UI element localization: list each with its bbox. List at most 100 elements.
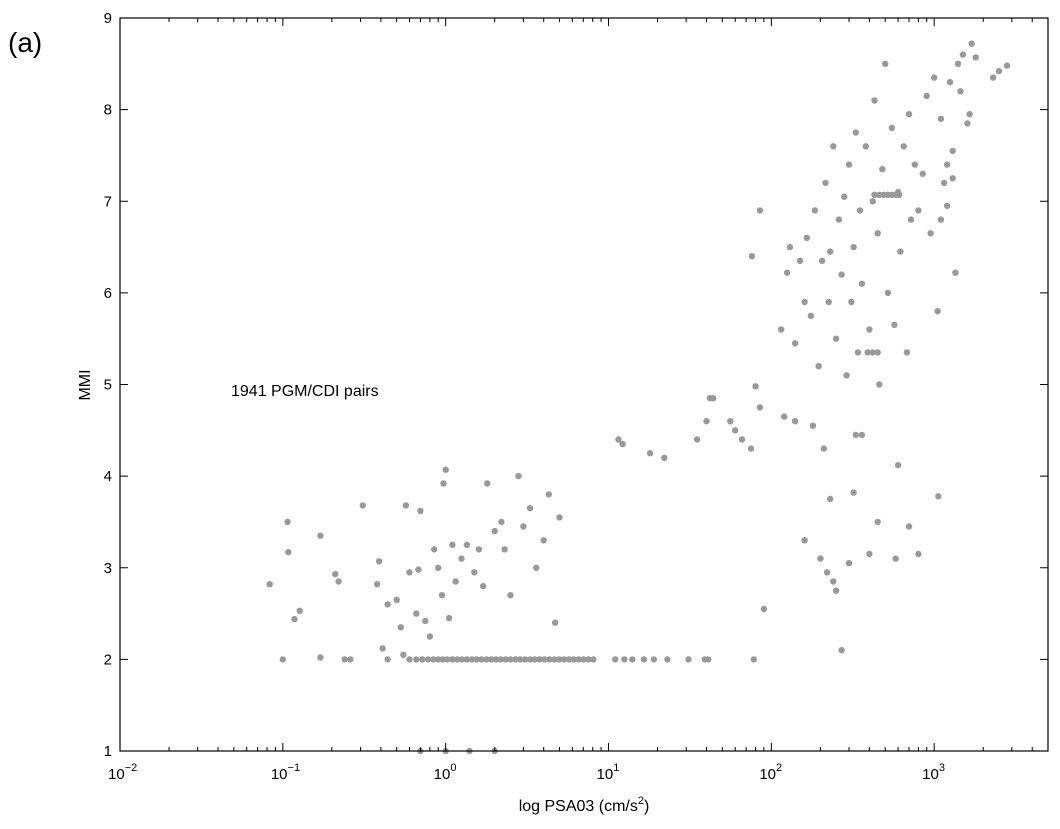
x-tick-label: 10−1	[271, 762, 300, 783]
x-axis-label-close: )	[644, 798, 649, 815]
data-point	[811, 207, 819, 214]
data-point	[949, 147, 956, 155]
x-axis-label-base: log PSA03 (cm/s	[519, 798, 638, 815]
data-point	[417, 507, 424, 515]
data-point	[661, 454, 668, 461]
data-point	[533, 564, 540, 571]
data-point	[452, 578, 459, 585]
data-point	[866, 550, 873, 558]
data-point	[852, 431, 859, 439]
data-point	[892, 555, 899, 562]
data-point	[413, 656, 420, 663]
data-point	[850, 243, 857, 251]
data-point	[590, 656, 597, 663]
data-point	[430, 656, 437, 663]
x-tick-label: 10−2	[108, 762, 137, 783]
data-point	[415, 566, 422, 573]
data-point	[783, 269, 791, 276]
data-point	[801, 537, 808, 544]
data-point	[521, 656, 529, 663]
y-tick-label: 3	[104, 560, 112, 577]
data-point	[536, 656, 543, 663]
data-point	[570, 656, 577, 663]
data-point	[431, 546, 438, 553]
data-point	[556, 514, 563, 521]
data-point	[884, 289, 892, 297]
data-point	[545, 491, 552, 498]
data-point	[954, 60, 962, 67]
data-point	[952, 269, 959, 276]
data-point	[498, 518, 505, 526]
data-point	[565, 656, 573, 663]
data-point	[820, 445, 827, 452]
data-point	[862, 143, 869, 150]
data-point	[748, 253, 756, 260]
data-point	[888, 124, 896, 132]
data-point	[468, 656, 476, 663]
data-point	[923, 92, 930, 100]
data-point	[443, 656, 451, 663]
data-point	[838, 647, 845, 654]
data-point	[882, 60, 889, 67]
y-axis-label: MMI	[77, 369, 94, 400]
data-point	[615, 436, 622, 443]
data-point	[646, 450, 654, 457]
data-point	[786, 243, 794, 251]
data-point	[619, 440, 626, 448]
data-point	[809, 422, 817, 429]
data-point	[791, 418, 799, 425]
x-tick-label: 100	[434, 762, 457, 783]
data-point	[874, 349, 881, 356]
data-point	[629, 656, 636, 663]
data-point	[807, 312, 815, 319]
y-tick-label: 1	[104, 743, 112, 760]
data-point	[332, 571, 339, 578]
data-point	[964, 120, 971, 127]
data-point	[959, 51, 967, 58]
data-point	[317, 654, 324, 661]
data-point	[473, 656, 480, 663]
data-point	[871, 97, 878, 104]
data-point	[475, 546, 483, 553]
data-point	[989, 74, 997, 81]
data-point	[575, 656, 582, 663]
data-point	[463, 656, 471, 663]
data-point	[483, 656, 490, 663]
data-point	[445, 614, 453, 622]
data-point	[426, 633, 434, 640]
data-point	[897, 248, 904, 255]
data-point	[621, 656, 628, 663]
data-point	[843, 372, 850, 379]
data-point	[284, 518, 291, 526]
data-point	[556, 656, 563, 663]
data-point	[710, 395, 717, 402]
panel-label: (a)	[8, 27, 42, 58]
data-point	[934, 308, 941, 315]
data-point	[727, 418, 734, 425]
y-tick-label: 5	[104, 377, 112, 394]
data-point	[458, 555, 465, 562]
data-point	[832, 587, 840, 594]
data-point	[419, 656, 426, 663]
data-point	[531, 656, 538, 663]
data-point	[400, 651, 407, 658]
data-point	[440, 480, 447, 487]
x-tick-label: 102	[759, 762, 782, 783]
data-point	[825, 298, 832, 306]
data-point	[915, 207, 922, 214]
data-point	[747, 445, 755, 452]
data-point	[454, 656, 461, 663]
data-point	[869, 349, 876, 356]
data-point	[752, 383, 759, 390]
data-point	[435, 564, 442, 571]
y-tick-label: 4	[104, 468, 112, 485]
data-point	[458, 656, 466, 663]
data-point	[854, 349, 862, 356]
data-point	[874, 230, 881, 237]
data-point	[896, 191, 903, 198]
x-axis-label-exponent: 2	[638, 795, 644, 807]
data-point	[551, 656, 558, 663]
data-point	[891, 321, 898, 329]
data-point	[502, 656, 509, 663]
data-point	[931, 74, 938, 81]
